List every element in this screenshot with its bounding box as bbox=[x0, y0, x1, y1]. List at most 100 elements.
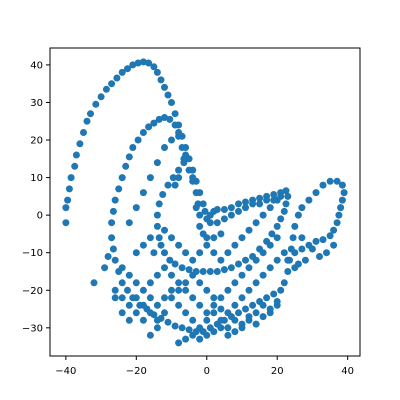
data-point bbox=[166, 256, 174, 264]
data-point bbox=[182, 286, 190, 294]
data-point bbox=[319, 236, 327, 244]
data-point bbox=[153, 301, 161, 309]
data-point bbox=[242, 204, 249, 212]
data-point bbox=[203, 316, 211, 324]
data-point bbox=[168, 99, 175, 106]
data-point bbox=[185, 266, 193, 274]
data-point bbox=[242, 305, 249, 313]
data-point bbox=[124, 65, 131, 73]
data-point bbox=[80, 129, 87, 136]
data-point bbox=[235, 207, 242, 215]
data-point bbox=[284, 192, 292, 200]
data-point bbox=[168, 294, 175, 302]
data-point bbox=[139, 316, 147, 324]
data-point bbox=[231, 279, 239, 287]
data-point bbox=[340, 189, 348, 197]
data-point bbox=[196, 249, 204, 257]
data-point bbox=[171, 181, 179, 189]
data-point bbox=[109, 245, 117, 253]
data-point bbox=[189, 256, 197, 264]
data-point bbox=[171, 260, 179, 268]
data-point bbox=[67, 174, 75, 182]
data-point bbox=[263, 196, 271, 204]
data-point bbox=[71, 162, 79, 170]
data-point bbox=[182, 309, 190, 317]
data-point bbox=[270, 191, 278, 198]
data-point bbox=[171, 121, 179, 129]
data-point bbox=[338, 181, 346, 189]
data-point bbox=[153, 316, 161, 324]
data-point bbox=[161, 249, 168, 257]
data-point bbox=[161, 226, 168, 234]
data-point bbox=[125, 219, 133, 227]
data-point bbox=[273, 256, 281, 264]
data-point bbox=[245, 313, 253, 321]
data-point bbox=[217, 256, 225, 264]
data-point bbox=[62, 219, 70, 227]
data-point bbox=[256, 200, 264, 208]
data-point bbox=[242, 256, 249, 264]
data-point bbox=[284, 268, 292, 275]
data-point bbox=[206, 219, 214, 227]
data-point bbox=[153, 211, 161, 219]
data-point bbox=[277, 286, 285, 294]
data-point bbox=[277, 192, 285, 200]
data-point bbox=[305, 196, 313, 204]
data-point bbox=[263, 294, 271, 302]
data-point bbox=[238, 294, 246, 302]
data-point bbox=[210, 294, 218, 302]
data-point bbox=[134, 59, 142, 67]
data-point bbox=[132, 204, 140, 212]
data-point bbox=[268, 230, 276, 238]
data-point bbox=[150, 63, 158, 71]
data-point bbox=[182, 335, 190, 343]
data-point bbox=[210, 309, 218, 317]
data-point bbox=[337, 204, 345, 212]
data-point bbox=[118, 264, 126, 272]
data-point bbox=[335, 211, 343, 219]
data-point bbox=[259, 249, 267, 257]
y-tick-label: 20 bbox=[30, 136, 43, 147]
data-point bbox=[291, 249, 299, 257]
data-point bbox=[161, 264, 168, 272]
data-point bbox=[210, 301, 218, 309]
x-tick-label: −20 bbox=[126, 366, 147, 377]
data-point bbox=[108, 234, 116, 242]
data-point bbox=[175, 166, 183, 174]
x-tick-label: 0 bbox=[204, 366, 210, 377]
data-point bbox=[227, 211, 235, 219]
data-point bbox=[326, 232, 334, 240]
data-point bbox=[280, 207, 288, 215]
data-point bbox=[134, 136, 142, 144]
data-point bbox=[166, 115, 174, 123]
data-point bbox=[266, 305, 274, 313]
data-point bbox=[189, 331, 197, 339]
data-point bbox=[182, 279, 190, 287]
data-point bbox=[87, 110, 94, 118]
x-tick-label: −40 bbox=[55, 366, 76, 377]
data-point bbox=[273, 298, 281, 305]
data-point bbox=[132, 279, 140, 287]
data-point bbox=[266, 204, 274, 212]
x-axis: −40 −20 0 20 40 bbox=[55, 356, 354, 377]
data-point bbox=[203, 286, 211, 294]
data-point bbox=[224, 249, 232, 257]
data-point bbox=[252, 279, 260, 287]
data-point bbox=[101, 264, 109, 272]
y-axis: −30 −20 −10 0 10 20 30 40 bbox=[22, 60, 50, 334]
data-point bbox=[150, 249, 158, 257]
data-point bbox=[217, 230, 225, 238]
data-point bbox=[139, 286, 147, 294]
data-point bbox=[217, 294, 225, 302]
data-point bbox=[323, 249, 330, 257]
y-tick-label: −30 bbox=[22, 323, 43, 334]
data-point bbox=[171, 110, 179, 118]
data-point bbox=[171, 322, 179, 330]
data-point bbox=[182, 249, 190, 257]
data-point bbox=[153, 159, 161, 167]
y-tick-label: 0 bbox=[37, 211, 43, 222]
data-point bbox=[196, 279, 204, 287]
data-point bbox=[111, 256, 119, 264]
data-point bbox=[145, 123, 153, 131]
data-point bbox=[291, 222, 299, 230]
